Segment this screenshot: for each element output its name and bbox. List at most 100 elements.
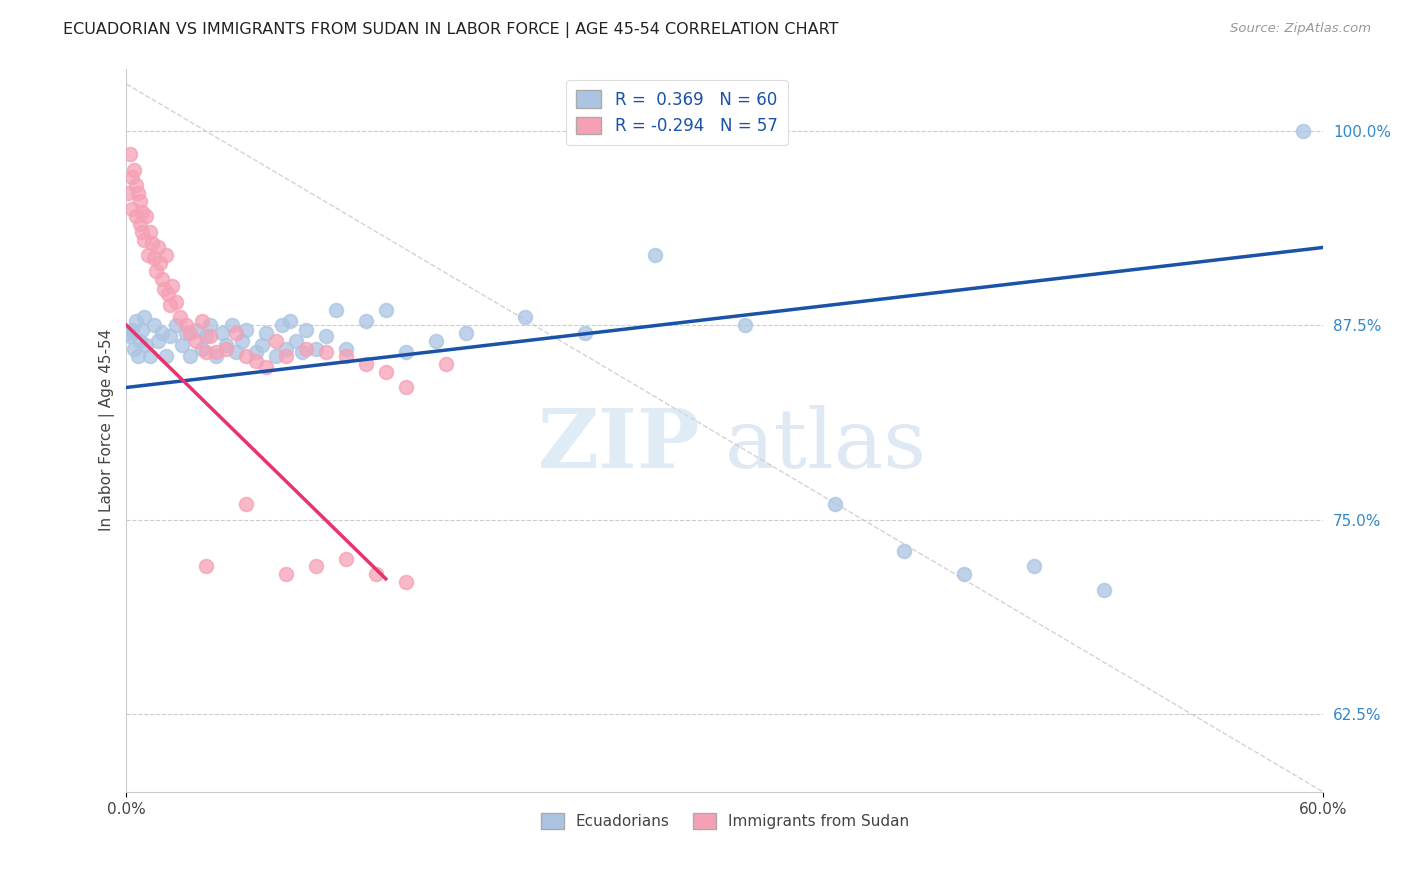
Point — [274, 349, 297, 363]
Point — [138, 248, 160, 262]
Point — [135, 210, 157, 224]
Point — [195, 329, 218, 343]
Point — [225, 344, 247, 359]
Point — [165, 294, 187, 309]
Point — [120, 329, 142, 343]
Point — [145, 264, 167, 278]
Point — [179, 349, 201, 363]
Point — [235, 323, 257, 337]
Point — [134, 310, 156, 325]
Point — [354, 313, 377, 327]
Point — [354, 357, 377, 371]
Point — [155, 248, 177, 262]
Point — [953, 567, 976, 582]
Point — [186, 323, 208, 337]
Point — [1092, 582, 1115, 597]
Point — [191, 313, 214, 327]
Point — [315, 344, 337, 359]
Point — [139, 349, 162, 363]
Point — [150, 326, 173, 340]
Point — [131, 225, 153, 239]
Point — [125, 178, 148, 193]
Point — [1292, 124, 1315, 138]
Text: atlas: atlas — [725, 405, 927, 484]
Point — [124, 162, 146, 177]
Point — [215, 338, 238, 352]
Point — [235, 497, 257, 511]
Point — [325, 302, 347, 317]
Point — [254, 360, 277, 375]
Point — [295, 342, 318, 356]
Point — [395, 344, 418, 359]
Point — [117, 326, 139, 340]
Point — [191, 342, 214, 356]
Point — [254, 326, 277, 340]
Point — [129, 194, 152, 208]
Point — [515, 310, 537, 325]
Point — [120, 147, 142, 161]
Point — [195, 559, 218, 574]
Point — [131, 323, 153, 337]
Point — [149, 256, 172, 270]
Point — [179, 326, 201, 340]
Point — [172, 338, 194, 352]
Point — [169, 310, 191, 325]
Point — [395, 380, 418, 394]
Point — [335, 551, 357, 566]
Text: Source: ZipAtlas.com: Source: ZipAtlas.com — [1230, 22, 1371, 36]
Point — [335, 349, 357, 363]
Point — [824, 497, 846, 511]
Point — [274, 342, 297, 356]
Point — [127, 349, 149, 363]
Point — [215, 342, 238, 356]
Point — [129, 217, 152, 231]
Point — [124, 342, 146, 356]
Point — [135, 338, 157, 352]
Point — [315, 329, 337, 343]
Point — [157, 287, 180, 301]
Legend: Ecuadorians, Immigrants from Sudan: Ecuadorians, Immigrants from Sudan — [534, 806, 915, 835]
Point — [893, 544, 915, 558]
Point — [285, 334, 308, 348]
Point — [186, 334, 208, 348]
Y-axis label: In Labor Force | Age 45-54: In Labor Force | Age 45-54 — [100, 329, 115, 532]
Point — [395, 574, 418, 589]
Point — [278, 313, 301, 327]
Point — [274, 567, 297, 582]
Point — [141, 235, 163, 250]
Point — [205, 349, 228, 363]
Point — [162, 279, 184, 293]
Point — [155, 349, 177, 363]
Point — [335, 342, 357, 356]
Point — [1022, 559, 1045, 574]
Point — [195, 344, 218, 359]
Point — [159, 298, 181, 312]
Point — [150, 271, 173, 285]
Point — [121, 170, 143, 185]
Point — [131, 204, 153, 219]
Point — [165, 318, 187, 333]
Point — [454, 326, 477, 340]
Point — [127, 186, 149, 200]
Point — [734, 318, 756, 333]
Point — [148, 240, 170, 254]
Point — [200, 318, 222, 333]
Point — [125, 313, 148, 327]
Point — [176, 318, 198, 333]
Point — [176, 326, 198, 340]
Point — [221, 318, 243, 333]
Point — [245, 344, 267, 359]
Point — [200, 329, 222, 343]
Point — [644, 248, 666, 262]
Point — [425, 334, 447, 348]
Point — [134, 233, 156, 247]
Text: ZIP: ZIP — [538, 405, 702, 484]
Point — [117, 186, 139, 200]
Point — [264, 349, 287, 363]
Point — [139, 225, 162, 239]
Point — [225, 326, 247, 340]
Point — [231, 334, 253, 348]
Point — [245, 354, 267, 368]
Point — [295, 323, 318, 337]
Point — [121, 323, 143, 337]
